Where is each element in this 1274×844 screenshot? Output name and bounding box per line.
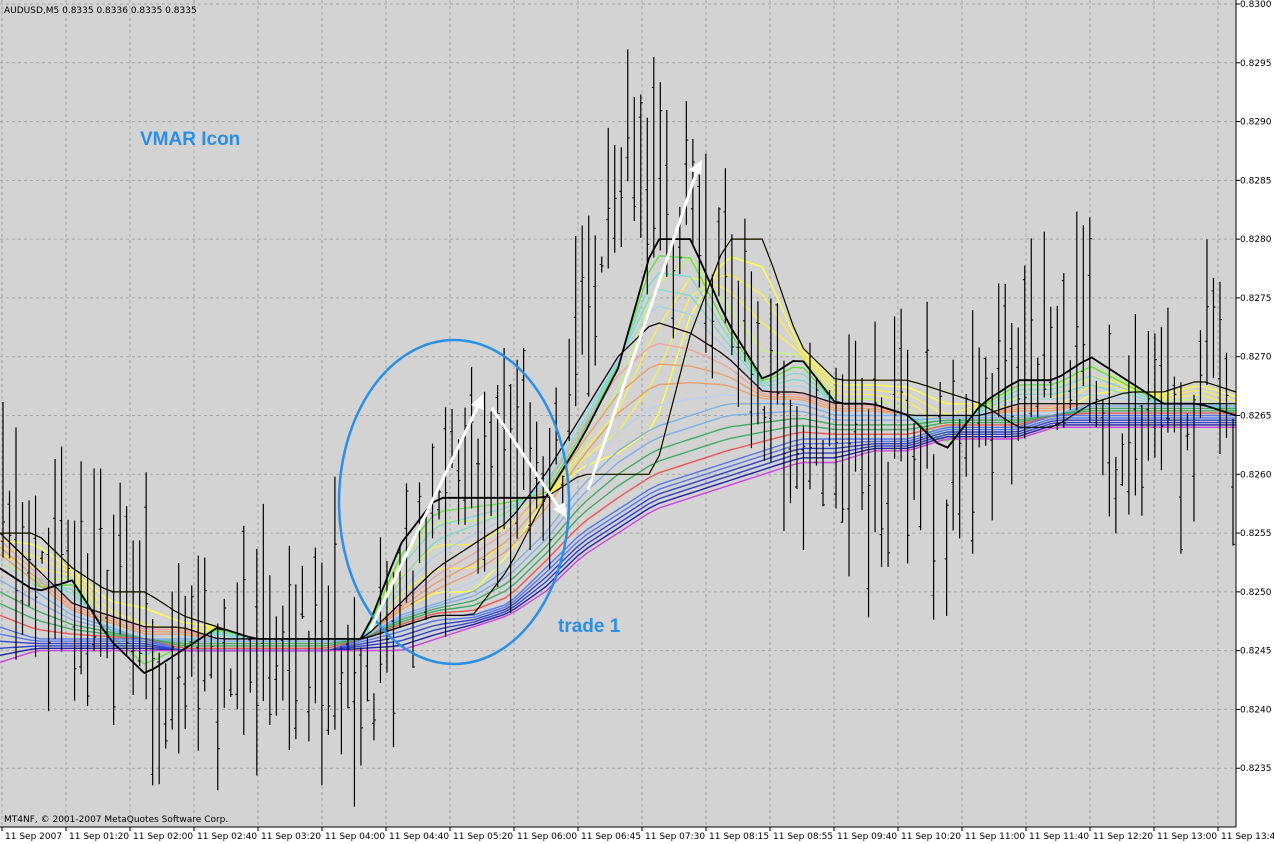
ribbon-line-12 [0, 363, 1236, 640]
x-tick-label-3: 11 Sep 02:40 [197, 832, 257, 842]
ribbon-line-18 [0, 410, 1236, 647]
y-tick-label-2: 0.8245 [1240, 647, 1272, 657]
y-tick-label-13: 0.8300 [1240, 0, 1272, 10]
arrow-up-2 [586, 167, 700, 491]
ribbon-line-15 [0, 403, 1236, 640]
y-tick-label-6: 0.8265 [1240, 412, 1272, 422]
price-ticks: 0.8235 0.8240 0.8245 0.8250 0.8255 0.8260 0.82… [1236, 0, 1272, 774]
ribbon-line-25 [0, 426, 1236, 664]
arrow-head-2 [553, 502, 567, 518]
chart-header: AUDUSD,M5 0.8335 0.8336 0.8335 0.8335 [4, 6, 197, 16]
x-tick-label-11: 11 Sep 08:15 [709, 832, 769, 842]
x-tick-label-1: 11 Sep 01:20 [69, 832, 129, 842]
ma-line-0 [0, 238, 1237, 640]
time-ticks: 11 Sep 2007 11 Sep 01:20 11 Sep 02:00 11 Se… [1, 827, 1274, 842]
trade-label: trade 1 [558, 616, 621, 637]
ribbon-line-16 [0, 405, 1236, 642]
x-tick-label-7: 11 Sep 05:20 [453, 832, 513, 842]
x-tick-label-10: 11 Sep 07:30 [645, 832, 705, 842]
x-tick-label-0: 11 Sep 2007 [5, 832, 62, 842]
y-tick-label-9: 0.8280 [1240, 235, 1272, 245]
x-tick-label-16: 11 Sep 11:40 [1029, 832, 1089, 842]
x-tick-label-9: 11 Sep 06:45 [581, 832, 641, 842]
annotation-overlays [337, 160, 702, 666]
price-axis [1236, 0, 1274, 844]
trade-ellipse [337, 338, 571, 666]
arrow-up-1 [368, 401, 482, 631]
x-tick-label-15: 11 Sep 11:00 [965, 832, 1025, 842]
arrow-head-3 [688, 160, 702, 175]
ribbon-line-19 [0, 412, 1236, 649]
copyright-text: MT4NF, © 2001-2007 MetaQuotes Software C… [4, 815, 228, 825]
vmar-ribbon [0, 238, 1237, 675]
y-tick-label-8: 0.8275 [1240, 294, 1272, 304]
y-tick-label-7: 0.8270 [1240, 353, 1272, 363]
ribbon-line-13 [0, 381, 1236, 640]
y-tick-label-4: 0.8255 [1240, 529, 1272, 539]
y-tick-label-0: 0.8235 [1240, 764, 1272, 774]
arrow-head-1 [471, 394, 484, 410]
x-tick-label-8: 11 Sep 06:00 [517, 832, 577, 842]
y-tick-label-5: 0.8260 [1240, 470, 1272, 480]
x-tick-label-17: 11 Sep 12:20 [1093, 832, 1153, 842]
x-tick-label-12: 11 Sep 08:55 [773, 832, 833, 842]
x-tick-label-19: 11 Sep 13:40 [1221, 832, 1274, 842]
y-tick-label-10: 0.8285 [1240, 176, 1272, 186]
x-tick-label-18: 11 Sep 13:00 [1157, 832, 1217, 842]
y-tick-label-11: 0.8290 [1240, 118, 1272, 128]
ma-line-2 [0, 322, 1236, 640]
x-tick-label-13: 11 Sep 09:40 [837, 832, 897, 842]
y-tick-label-12: 0.8295 [1240, 59, 1272, 69]
y-tick-label-1: 0.8240 [1240, 705, 1272, 715]
x-tick-label-2: 11 Sep 02:00 [133, 832, 193, 842]
vmar-title: VMAR Icon [140, 129, 240, 150]
x-tick-label-14: 11 Sep 10:20 [901, 832, 961, 842]
x-tick-label-5: 11 Sep 04:00 [325, 832, 385, 842]
y-tick-label-3: 0.8250 [1240, 588, 1272, 598]
arrow-down [490, 407, 564, 513]
x-tick-label-4: 11 Sep 03:20 [261, 832, 321, 842]
time-axis [0, 827, 1274, 844]
x-tick-label-6: 11 Sep 04:40 [389, 832, 449, 842]
